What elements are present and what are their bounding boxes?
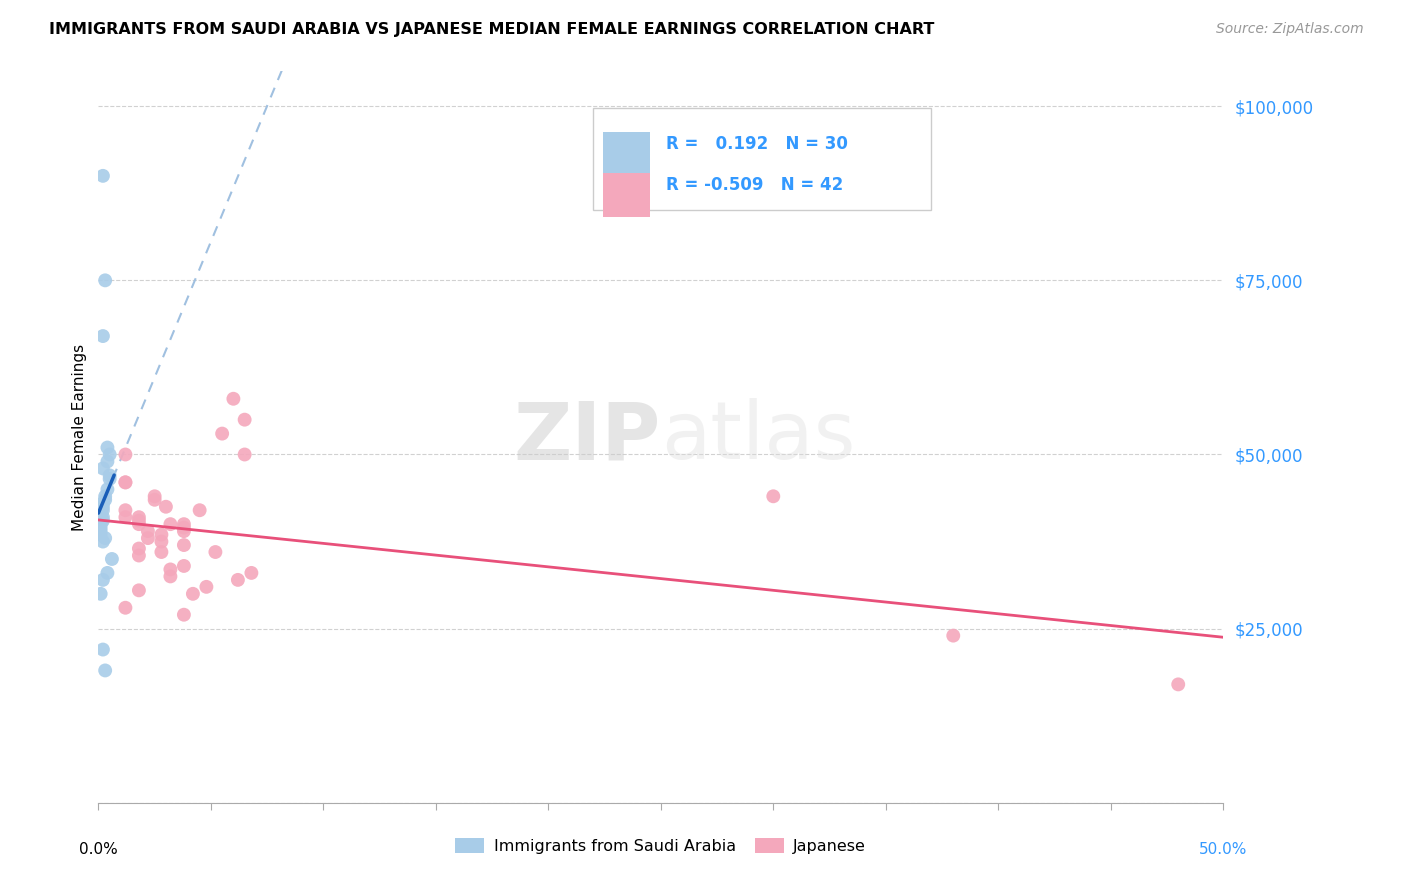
Point bbox=[101, 552, 124, 566]
Point bbox=[211, 426, 233, 441]
Point bbox=[159, 562, 181, 576]
Point bbox=[128, 541, 150, 556]
Point bbox=[762, 489, 785, 503]
Point bbox=[173, 558, 195, 573]
Point bbox=[98, 468, 121, 483]
Point bbox=[136, 524, 159, 538]
Point bbox=[159, 569, 181, 583]
Point bbox=[173, 607, 195, 622]
Point bbox=[114, 503, 136, 517]
Point bbox=[128, 510, 150, 524]
Point bbox=[114, 475, 136, 490]
Point bbox=[90, 587, 112, 601]
Point bbox=[150, 545, 173, 559]
Point bbox=[150, 534, 173, 549]
Point bbox=[90, 527, 112, 541]
Point bbox=[150, 527, 173, 541]
FancyBboxPatch shape bbox=[603, 173, 650, 218]
Point bbox=[240, 566, 263, 580]
Point bbox=[90, 524, 112, 538]
Point bbox=[114, 475, 136, 490]
Point bbox=[128, 583, 150, 598]
Point bbox=[94, 492, 117, 507]
Point bbox=[98, 448, 121, 462]
Point bbox=[114, 510, 136, 524]
Point bbox=[98, 472, 121, 486]
Text: R =   0.192   N = 30: R = 0.192 N = 30 bbox=[666, 135, 848, 153]
Point bbox=[173, 524, 195, 538]
Point bbox=[91, 496, 114, 510]
Point bbox=[136, 531, 159, 545]
Point bbox=[155, 500, 177, 514]
Point bbox=[91, 500, 114, 514]
Point bbox=[94, 531, 117, 545]
Point bbox=[114, 600, 136, 615]
Y-axis label: Median Female Earnings: Median Female Earnings bbox=[72, 343, 87, 531]
Point bbox=[188, 503, 211, 517]
Point bbox=[91, 510, 114, 524]
Point bbox=[181, 587, 204, 601]
Point bbox=[94, 489, 117, 503]
Point bbox=[96, 441, 118, 455]
FancyBboxPatch shape bbox=[603, 132, 650, 177]
Point bbox=[143, 492, 166, 507]
Point bbox=[90, 521, 112, 535]
FancyBboxPatch shape bbox=[593, 108, 931, 211]
Point bbox=[128, 517, 150, 532]
Point bbox=[91, 169, 114, 183]
Point bbox=[128, 549, 150, 563]
Point bbox=[128, 514, 150, 528]
Point bbox=[204, 545, 226, 559]
Point bbox=[173, 517, 195, 532]
Point bbox=[91, 461, 114, 475]
Legend: Immigrants from Saudi Arabia, Japanese: Immigrants from Saudi Arabia, Japanese bbox=[449, 831, 873, 861]
Point bbox=[90, 517, 112, 532]
Text: R = -0.509   N = 42: R = -0.509 N = 42 bbox=[666, 176, 844, 194]
Point bbox=[114, 448, 136, 462]
Point bbox=[96, 483, 118, 497]
Point bbox=[91, 503, 114, 517]
Point bbox=[1167, 677, 1189, 691]
Point bbox=[94, 664, 117, 678]
Point bbox=[94, 273, 117, 287]
Point bbox=[96, 454, 118, 468]
Point bbox=[91, 514, 114, 528]
Point bbox=[91, 642, 114, 657]
Point bbox=[195, 580, 218, 594]
Point bbox=[233, 448, 256, 462]
Point bbox=[159, 517, 181, 532]
Text: IMMIGRANTS FROM SAUDI ARABIA VS JAPANESE MEDIAN FEMALE EARNINGS CORRELATION CHAR: IMMIGRANTS FROM SAUDI ARABIA VS JAPANESE… bbox=[49, 22, 935, 37]
Text: ZIP: ZIP bbox=[513, 398, 661, 476]
Text: Source: ZipAtlas.com: Source: ZipAtlas.com bbox=[1216, 22, 1364, 37]
Point bbox=[233, 412, 256, 426]
Point bbox=[222, 392, 245, 406]
Point bbox=[942, 629, 965, 643]
Point bbox=[91, 329, 114, 343]
Point bbox=[91, 534, 114, 549]
Point bbox=[90, 507, 112, 521]
Text: 50.0%: 50.0% bbox=[1199, 842, 1247, 856]
Point bbox=[173, 521, 195, 535]
Point bbox=[91, 573, 114, 587]
Text: 0.0%: 0.0% bbox=[79, 842, 118, 856]
Point bbox=[143, 489, 166, 503]
Point bbox=[226, 573, 249, 587]
Point bbox=[96, 566, 118, 580]
Text: atlas: atlas bbox=[661, 398, 855, 476]
Point bbox=[173, 538, 195, 552]
